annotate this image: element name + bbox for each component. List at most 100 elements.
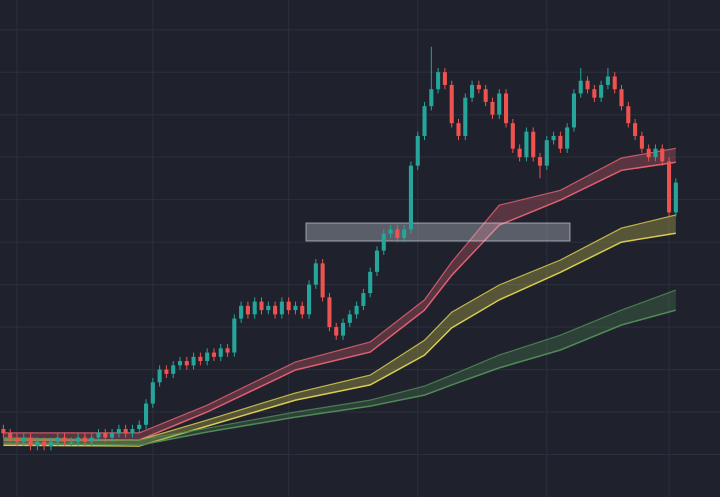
candle-body: [599, 84, 604, 98]
candle-body: [286, 301, 291, 311]
candle-body: [21, 437, 26, 442]
candle-body: [130, 429, 135, 434]
candle-body: [490, 101, 495, 115]
candle-body: [96, 433, 101, 438]
candle-body: [517, 148, 522, 158]
candle-body: [55, 437, 60, 442]
candle-body: [578, 80, 583, 94]
candle-body: [293, 305, 298, 311]
candle-body: [144, 403, 149, 425]
candle-body: [184, 361, 189, 366]
band-upper-line: [3, 289, 677, 441]
candle-body: [164, 369, 169, 374]
candle-body: [463, 97, 468, 136]
band-fill: [3, 214, 676, 446]
candle-body: [639, 135, 644, 149]
candle-body: [89, 437, 94, 442]
band-upper-line: [3, 147, 676, 434]
candle-body: [177, 361, 183, 366]
candle-body: [660, 148, 665, 162]
candle-body: [191, 356, 196, 366]
candle-body: [1, 429, 6, 434]
candle-body: [483, 89, 488, 102]
candle-body: [381, 233, 386, 251]
candle-body: [497, 93, 502, 115]
candle-body: [266, 305, 271, 311]
candle-body: [605, 76, 610, 85]
candle-body: [28, 437, 33, 447]
band-lower-line: [3, 309, 676, 446]
candle-body: [14, 437, 20, 442]
candle-body: [110, 433, 115, 438]
candle-body: [69, 441, 74, 443]
candle-body: [320, 263, 325, 298]
candle-body: [374, 250, 380, 272]
candle-body: [524, 131, 529, 158]
candle-body: [388, 229, 393, 234]
candle-body: [225, 348, 230, 353]
candle-body: [571, 93, 576, 128]
candles: [1, 46, 678, 451]
candle-body: [273, 305, 278, 315]
candle-body: [8, 433, 13, 438]
candle-body: [551, 135, 556, 141]
candle-body: [327, 297, 332, 328]
candle-body: [123, 429, 128, 434]
candle-body: [361, 293, 366, 306]
candle-body: [368, 271, 373, 294]
candle-body: [470, 84, 475, 98]
candle-body: [300, 305, 305, 315]
candle-body: [62, 437, 67, 442]
candle-body: [531, 131, 536, 158]
candle-body: [340, 322, 346, 336]
candle-body: [558, 135, 563, 149]
candle-body: [402, 229, 407, 238]
candle-body: [449, 84, 454, 124]
candle-body: [429, 89, 434, 107]
candle-body: [48, 441, 53, 447]
candle-body: [116, 429, 121, 434]
candle-body: [76, 437, 81, 442]
candle-body: [395, 229, 400, 238]
candle-body: [612, 76, 617, 90]
candle-body: [252, 301, 257, 315]
candle-body: [82, 437, 87, 442]
candle-body: [157, 369, 162, 383]
moving-average-bands: [3, 147, 677, 447]
candle-body: [42, 441, 47, 447]
candle-body: [667, 161, 672, 213]
highlight-zone: [305, 222, 571, 242]
candle-body: [259, 301, 264, 311]
candle-body: [35, 441, 40, 447]
candle-body: [673, 182, 678, 213]
candle-body: [510, 123, 515, 149]
candle-body: [218, 348, 223, 357]
candle-body: [442, 72, 447, 85]
candle-body: [653, 148, 658, 158]
candle-body: [504, 93, 509, 124]
candle-body: [633, 123, 638, 136]
candle-body: [137, 424, 142, 430]
candle-body: [544, 140, 549, 166]
candle-body: [245, 305, 250, 315]
candle-body: [198, 356, 203, 362]
band-upper-line: [3, 214, 676, 441]
candle-body: [171, 365, 176, 374]
candle-body: [307, 284, 312, 315]
candle-body: [422, 106, 427, 136]
candle-body: [408, 165, 413, 230]
candle-body: [456, 123, 461, 136]
candle-body: [232, 318, 237, 353]
candle-body: [415, 135, 420, 166]
candle-body: [279, 301, 284, 315]
candle-body: [211, 352, 216, 357]
candle-body: [334, 327, 339, 336]
candle-body: [436, 72, 441, 90]
candle-body: [626, 106, 631, 124]
candle-body: [646, 148, 651, 158]
candle-body: [476, 84, 481, 90]
candle-body: [347, 314, 352, 323]
